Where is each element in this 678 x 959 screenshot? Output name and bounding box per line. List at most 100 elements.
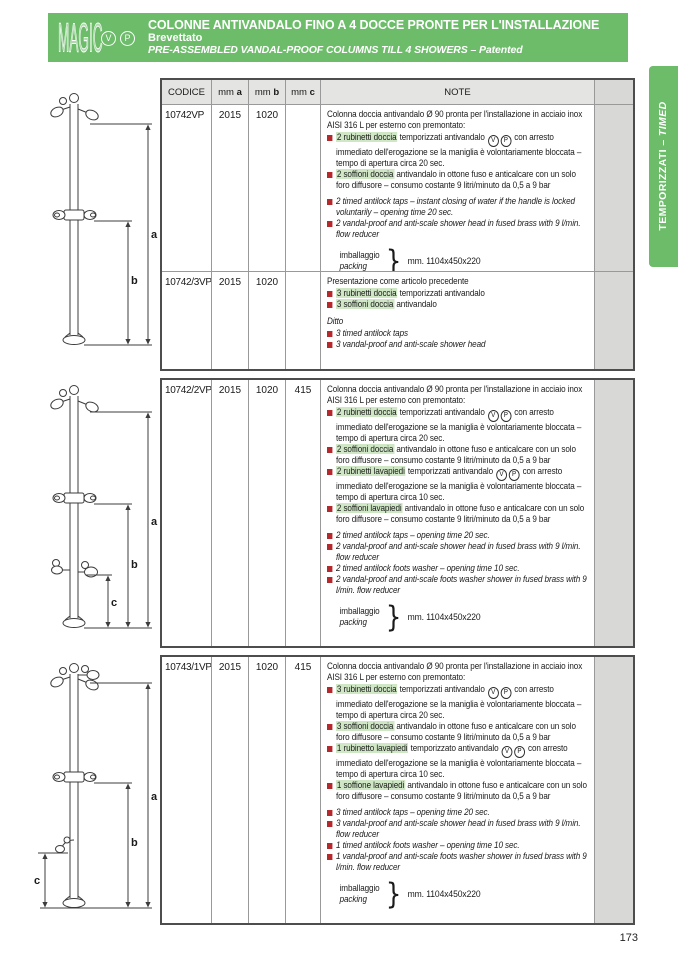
- spacer-cell: [595, 272, 633, 369]
- note-item-italian: 2 soffioni doccia antivandalo in ottone …: [327, 169, 590, 191]
- dimension-c-value: [286, 272, 321, 369]
- dimension-label-a: a: [151, 516, 158, 528]
- packing-label-italian: imballaggio: [339, 250, 380, 260]
- spacer-cell: [595, 105, 633, 272]
- note-item-english: 3 vandal-proof and anti-scale shower hea…: [327, 339, 590, 350]
- column-header-mm-c: mm c: [286, 80, 321, 105]
- dimension-a-value: 2015: [212, 105, 249, 272]
- page-subtitle-english: PRE-ASSEMBLED VANDAL-PROOF COLUMNS TILL …: [148, 44, 523, 56]
- section-tab-temporizzati: TEMPORIZZATI – TIMED: [649, 66, 678, 267]
- product-code: 10742VP: [162, 105, 212, 272]
- brace-icon: }: [385, 599, 402, 635]
- note-intro: Colonna doccia antivandalo Ø 90 pronta p…: [327, 384, 583, 405]
- note-item-italian: 3 rubinetti doccia temporizzati antivand…: [327, 684, 590, 721]
- dimension-b-value: 1020: [249, 105, 286, 272]
- column-header-mm-a: mm a: [212, 80, 249, 105]
- product-code: 10742/3VP: [162, 272, 212, 369]
- header-bar: MAGIC V P COLONNE ANTIVANDALO FINO A 4 D…: [48, 13, 628, 62]
- v-symbol-icon: V: [487, 410, 499, 422]
- highlighted-term: 3 rubinetti doccia: [336, 288, 398, 298]
- bullet-square-icon: [327, 853, 333, 860]
- bullet-square-icon: [327, 301, 333, 308]
- note-item-italian: 2 rubinetti doccia temporizzati antivand…: [327, 407, 590, 444]
- p-symbol-icon: P: [500, 687, 512, 699]
- dimension-label-b: b: [131, 559, 138, 571]
- highlighted-term: 3 soffioni doccia: [336, 721, 395, 731]
- dimension-label-c: c: [111, 597, 117, 609]
- note-content: Colonna doccia antivandalo Ø 90 pronta p…: [327, 384, 590, 635]
- dimension-label-a: a: [151, 791, 158, 803]
- bullet-square-icon: [327, 820, 333, 827]
- tab-label-en: TIMED: [657, 101, 669, 137]
- dimension-a-value: 2015: [212, 272, 249, 369]
- note-item-italian: 3 soffioni doccia antivandalo in ottone …: [327, 721, 590, 743]
- note-content: Presentazione come articolo precedente 3 …: [327, 276, 590, 350]
- english-items-group: 3 timed antilock taps – opening time 20 …: [327, 807, 590, 873]
- dimension-a-value: 2015: [212, 657, 249, 923]
- v-badge-icon: V: [101, 31, 116, 46]
- column-header-spacer: [595, 80, 633, 105]
- bullet-square-icon: [327, 505, 333, 512]
- brace-icon: }: [385, 876, 402, 912]
- v-symbol-icon: V: [501, 746, 513, 758]
- spacer-cell: [595, 657, 633, 923]
- dimension-b-value: 1020: [249, 380, 286, 646]
- column-drawing-1: ab: [50, 93, 158, 346]
- highlighted-term: 2 rubinetti doccia: [336, 132, 398, 142]
- highlighted-term: 2 rubinetti doccia: [336, 407, 398, 417]
- bullet-square-icon: [327, 171, 333, 178]
- english-items-group: 2 timed antilock taps – instant closing …: [327, 196, 590, 240]
- packing-label-english: packing: [339, 894, 367, 904]
- p-symbol-icon: P: [514, 746, 525, 758]
- note-content: Colonna doccia antivandalo Ø 90 pronta p…: [327, 109, 590, 271]
- dimension-b-value: 1020: [249, 272, 286, 369]
- bullet-square-icon: [327, 409, 333, 416]
- column-drawing-2: c a b: [50, 385, 158, 629]
- packing-label-english: packing: [339, 617, 367, 627]
- note-item-english: 3 timed antilock taps: [327, 328, 590, 339]
- bullet-square-icon: [327, 220, 333, 227]
- note-content: Colonna doccia antivandalo Ø 90 pronta p…: [327, 661, 590, 912]
- bullet-square-icon: [327, 782, 333, 789]
- bullet-square-icon: [327, 745, 333, 752]
- dimension-a-value: 2015: [212, 380, 249, 646]
- note-intro: Colonna doccia antivandalo Ø 90 pronta p…: [327, 661, 583, 682]
- note-item-italian: 1 rubinetto lavapiedi temporizzato antiv…: [327, 743, 590, 780]
- note-intro: Presentazione come articolo precedente: [327, 276, 469, 286]
- v-symbol-icon: V: [487, 687, 499, 699]
- note-cell: Colonna doccia antivandalo Ø 90 pronta p…: [321, 105, 595, 272]
- note-item-english: 2 vandal-proof and anti-scale shower hea…: [327, 541, 590, 563]
- note-cell: Colonna doccia antivandalo Ø 90 pronta p…: [321, 657, 595, 923]
- page-title: COLONNE ANTIVANDALO FINO A 4 DOCCE PRONT…: [148, 18, 600, 32]
- note-item-italian: 3 soffioni doccia antivandalo: [327, 299, 590, 310]
- magic-logo: MAGIC: [58, 15, 103, 61]
- p-symbol-icon: P: [500, 410, 512, 422]
- p-symbol-icon: P: [500, 135, 512, 147]
- dimension-c-value: [286, 105, 321, 272]
- section-tab-label: TEMPORIZZATI – TIMED: [657, 68, 670, 264]
- english-items-group: 2 timed antilock taps – opening time 20 …: [327, 530, 590, 596]
- dimension-label-b: b: [131, 837, 138, 849]
- product-code: 10742/2VP: [162, 380, 212, 646]
- packing-label-italian: imballaggio: [339, 883, 380, 893]
- highlighted-term: 2 soffioni lavapiedi: [336, 503, 403, 513]
- note-item-english: 2 vandal-proof and anti-scale foots wash…: [327, 574, 590, 596]
- highlighted-term: 2 soffioni doccia: [336, 444, 395, 454]
- packing-label-english: packing: [339, 261, 367, 271]
- note-item-italian: 2 rubinetti doccia temporizzati antivand…: [327, 132, 590, 169]
- product-table: 10743/1VP 2015 1020 415 Colonna doccia antiv…: [160, 655, 635, 925]
- note-item-italian: 2 rubinetti lavapiedi temporizzati antiv…: [327, 466, 590, 503]
- note-item-english: 3 timed antilock taps – opening time 20 …: [327, 807, 590, 818]
- v-symbol-icon: V: [496, 469, 507, 481]
- note-item-italian: 1 soffione lavapiedi antivandalo in otto…: [327, 780, 590, 802]
- bullet-square-icon: [327, 543, 333, 550]
- note-item-english: 2 timed antilock taps – instant closing …: [327, 196, 590, 218]
- p-symbol-icon: P: [508, 469, 520, 481]
- note-item-italian: 2 soffioni lavapiedi antivandalo in otto…: [327, 503, 590, 525]
- product-code: 10743/1VP: [162, 657, 212, 923]
- bullet-square-icon: [327, 686, 333, 693]
- note-item-italian: 2 soffioni doccia antivandalo in ottone …: [327, 444, 590, 466]
- p-badge-icon: P: [120, 31, 135, 46]
- column-header-note: NOTE: [321, 80, 595, 105]
- packing-labels: imballaggio packing: [340, 883, 380, 905]
